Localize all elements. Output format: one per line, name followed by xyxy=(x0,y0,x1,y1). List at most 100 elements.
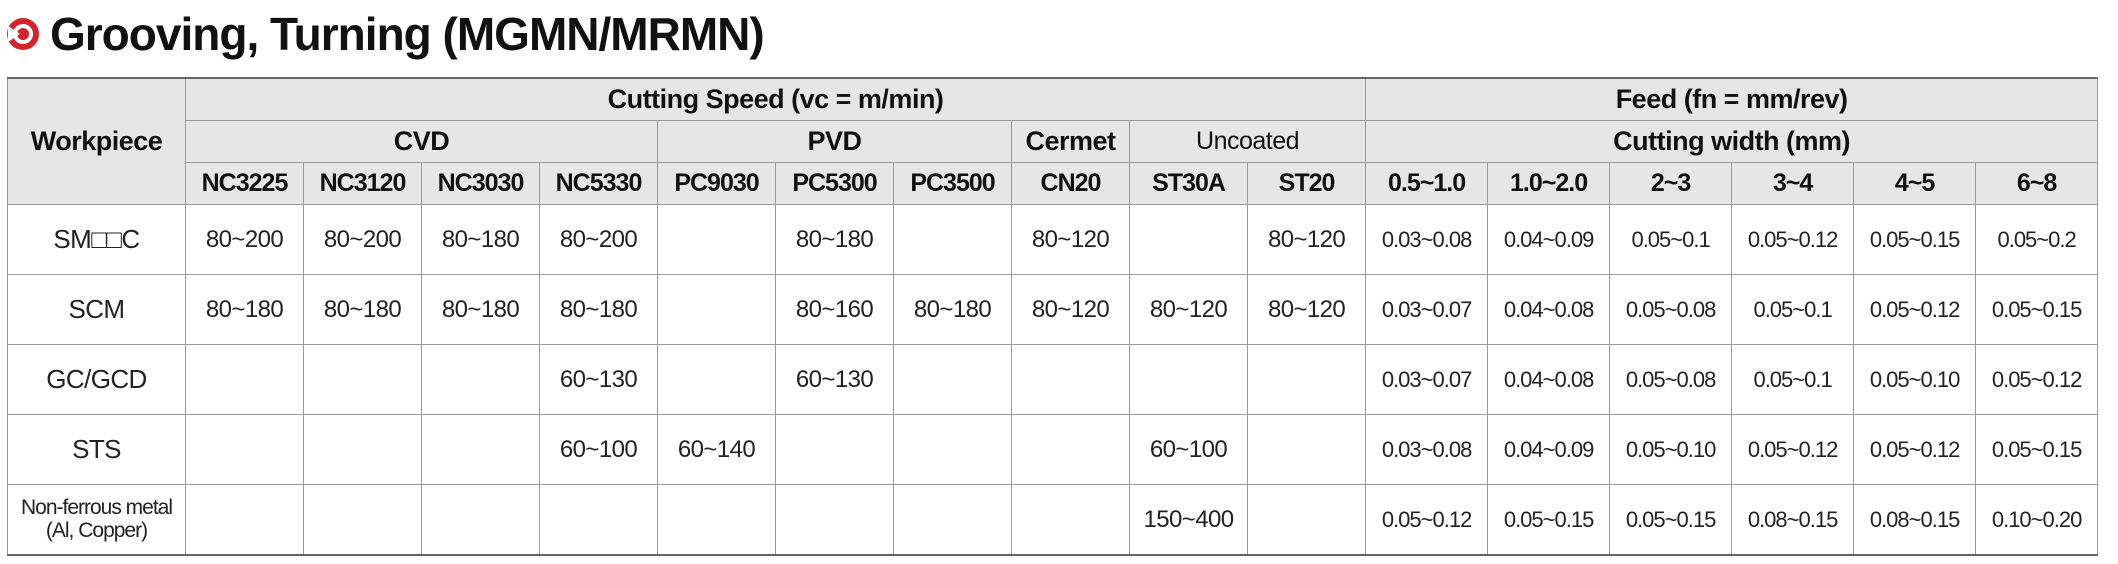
table-cell: 80~200 xyxy=(539,204,658,275)
table-cell xyxy=(657,204,776,275)
table-cell: 80~120 xyxy=(1246,274,1367,345)
table-body: SM□□C 80~200 80~200 80~180 80~200 80~180 80~12… xyxy=(7,204,2099,556)
table-row: SCM 80~180 80~180 80~180 80~180 80~160 80~180 8… xyxy=(7,274,2099,345)
table-cell: 0.05~0.12 xyxy=(1853,274,1977,345)
table-cell: 0.05~0.15 xyxy=(1975,414,2099,485)
table-cell xyxy=(303,484,422,556)
table-cell: 80~180 xyxy=(539,274,658,345)
table-cell: 80~120 xyxy=(1246,204,1367,275)
table-cell xyxy=(303,344,422,415)
table-cell: 0.05~0.1 xyxy=(1609,204,1733,275)
header-cell: 6~8 xyxy=(1975,162,2099,205)
table-row: SM□□C 80~200 80~200 80~180 80~200 80~180 80~12… xyxy=(7,204,2099,275)
header-cell: Cermet xyxy=(1011,120,1130,163)
table-cell xyxy=(1129,344,1248,415)
table-cell xyxy=(657,484,776,556)
table-cell xyxy=(775,484,894,556)
table-cell xyxy=(1011,414,1130,485)
header-cell: Workpiece xyxy=(7,77,186,205)
table-cell: 60~100 xyxy=(1129,414,1248,485)
table-cell xyxy=(893,484,1012,556)
table-cell: 0.04~0.08 xyxy=(1487,274,1611,345)
table-cell xyxy=(893,344,1012,415)
table-cell: 0.05~0.08 xyxy=(1609,274,1733,345)
table-cell xyxy=(421,414,540,485)
table-cell: 80~180 xyxy=(303,274,422,345)
table-cell: 150~400 xyxy=(1129,484,1248,556)
table-cell: 0.03~0.08 xyxy=(1365,204,1489,275)
table-cell: 0.05~0.15 xyxy=(1609,484,1733,556)
table-cell: 0.05~0.12 xyxy=(1853,414,1977,485)
table-cell: 0.05~0.12 xyxy=(1731,204,1855,275)
header-cell: PC9030 xyxy=(657,162,776,205)
table-cell xyxy=(657,274,776,345)
table-cell xyxy=(1011,344,1130,415)
header-cell: 0.5~1.0 xyxy=(1365,162,1489,205)
header-cell: Uncoated xyxy=(1128,120,1367,163)
header-cell: 2~3 xyxy=(1609,162,1733,205)
table-cell: 80~180 xyxy=(185,274,304,345)
table-cell xyxy=(1246,344,1367,415)
table-row: STS 60~100 60~140 60~100 0.03~0.08 0.04~0.09 0… xyxy=(7,414,2099,485)
table-cell: 0.05~0.15 xyxy=(1853,204,1977,275)
table-cell: 80~120 xyxy=(1129,274,1248,345)
table-cell: 60~100 xyxy=(539,414,658,485)
table-cell: 0.05~0.12 xyxy=(1731,414,1855,485)
table-cell: 0.03~0.07 xyxy=(1365,344,1489,415)
table-cell: 0.05~0.1 xyxy=(1731,274,1855,345)
table-cell: 0.04~0.08 xyxy=(1487,344,1611,415)
header-cell: 4~5 xyxy=(1853,162,1977,205)
header-cell: NC3225 xyxy=(185,162,304,205)
table-cell: 0.08~0.15 xyxy=(1731,484,1855,556)
header-cell: NC3120 xyxy=(303,162,422,205)
table-cell: 0.05~0.2 xyxy=(1975,204,2099,275)
table-cell xyxy=(1246,414,1367,485)
table-cell: STS xyxy=(7,414,186,485)
table-cell: 60~140 xyxy=(657,414,776,485)
table-cell xyxy=(303,414,422,485)
table-cell: 0.05~0.1 xyxy=(1731,344,1855,415)
header-cell: Cutting width (mm) xyxy=(1365,120,2099,163)
table-cell xyxy=(185,344,304,415)
table-cell xyxy=(539,484,658,556)
header-cell: CVD xyxy=(185,120,658,163)
header-row: NC3225 NC3120 NC3030 NC5330 PC9030 PC5300 PC35… xyxy=(8,162,2099,205)
table-cell: 80~200 xyxy=(185,204,304,275)
title: Grooving, Turning (MGMN/MRMN) xyxy=(50,8,765,60)
header-cell: ST30A xyxy=(1129,162,1248,205)
table-cell: 60~130 xyxy=(775,344,894,415)
table-cell: 0.04~0.09 xyxy=(1487,204,1611,275)
header-cell: 1.0~2.0 xyxy=(1487,162,1611,205)
table-cell: 80~180 xyxy=(893,274,1012,345)
table-cell: 80~180 xyxy=(421,204,540,275)
header-cell: 3~4 xyxy=(1731,162,1855,205)
table-cell: 80~160 xyxy=(775,274,894,345)
table-cell: 0.08~0.15 xyxy=(1853,484,1977,556)
table-cell: 0.05~0.12 xyxy=(1365,484,1489,556)
table-cell: 0.04~0.09 xyxy=(1487,414,1611,485)
header-cell: NC3030 xyxy=(421,162,540,205)
table-cell xyxy=(1246,484,1367,556)
table-cell: 80~180 xyxy=(775,204,894,275)
header-cell: Feed (fn = mm/rev) xyxy=(1365,77,2099,121)
table-cell: 0.03~0.07 xyxy=(1365,274,1489,345)
table-cell xyxy=(185,414,304,485)
table-cell: 0.05~0.15 xyxy=(1487,484,1611,556)
header-cell: CN20 xyxy=(1011,162,1130,205)
table-cell xyxy=(421,344,540,415)
header-cell: Cutting Speed (vc = m/min) xyxy=(184,77,1367,121)
table-cell: 80~200 xyxy=(303,204,422,275)
table-cell xyxy=(893,204,1012,275)
table-cell: 0.10~0.20 xyxy=(1975,484,2099,556)
table-cell: 0.05~0.12 xyxy=(1975,344,2099,415)
header-cell: PVD xyxy=(657,120,1012,163)
table-cell xyxy=(893,414,1012,485)
table-cell xyxy=(185,484,304,556)
table-cell xyxy=(657,344,776,415)
table-cell: 0.05~0.08 xyxy=(1609,344,1733,415)
table-cell xyxy=(1129,204,1248,275)
title-icon xyxy=(7,18,39,50)
table-cell: 0.05~0.10 xyxy=(1609,414,1733,485)
table-row: GC/GCD 60~130 60~130 0.03~0.07 0.04~0.08 0.05… xyxy=(7,344,2099,415)
